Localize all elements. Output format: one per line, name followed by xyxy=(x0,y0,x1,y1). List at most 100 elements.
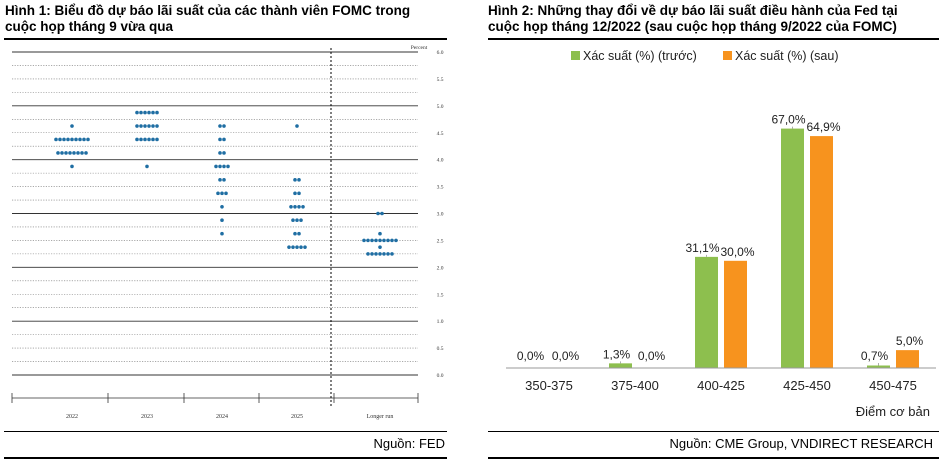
fomc-dot xyxy=(297,231,301,236)
fomc-dot xyxy=(390,252,394,256)
bar-before xyxy=(695,256,718,368)
fomc-dot xyxy=(72,151,76,155)
fomc-dot xyxy=(222,178,226,182)
fomc-dot xyxy=(70,164,74,169)
data-label: 30,0% xyxy=(720,245,754,259)
fomc-dot xyxy=(297,178,301,182)
fomc-dot xyxy=(380,211,384,216)
fomc-dot xyxy=(222,164,226,169)
fomc-dot xyxy=(293,204,297,209)
data-label: 0,0% xyxy=(517,349,545,363)
fomc-dot xyxy=(366,238,370,243)
fomc-dot xyxy=(76,151,80,155)
fomc-dot xyxy=(291,218,295,223)
fomc-dot xyxy=(376,211,380,216)
fomc-dot xyxy=(66,137,70,142)
bar-chart-title: Hình 2: Những thay đổi về dự báo lãi suấ… xyxy=(488,3,898,35)
bar-after xyxy=(896,350,919,368)
x-tick-label: 375-400 xyxy=(611,378,659,393)
fomc-dot xyxy=(54,137,58,142)
fomc-dot xyxy=(295,218,299,223)
fomc-dot xyxy=(82,137,86,142)
fomc-dot xyxy=(70,137,74,142)
legend-swatch xyxy=(723,51,732,60)
fomc-dot xyxy=(60,151,64,155)
bar-before xyxy=(867,365,890,368)
x-tick-label: 2025 xyxy=(291,414,303,420)
y-tick-label: 6.0 xyxy=(437,50,444,56)
fomc-dot xyxy=(394,238,398,243)
fomc-dot xyxy=(289,204,293,209)
fomc-dot xyxy=(78,137,82,142)
fomc-dot xyxy=(303,245,307,249)
x-tick-label: 2024 xyxy=(216,414,228,420)
legend-label: Xác suất (%) (sau) xyxy=(735,49,839,63)
fomc-dot xyxy=(155,110,159,115)
y-tick-label: 5.0 xyxy=(437,104,444,110)
fomc-dot xyxy=(293,231,297,236)
fomc-dot xyxy=(293,178,297,182)
y-tick-label: 3.0 xyxy=(437,212,444,218)
dot-plot-chart: 0.0 0.5 1.0 1.5 2.0 2.5 3.0 3.5 4.0 4.5 5.0 5.5 6.0 P… xyxy=(11,45,444,420)
data-label: 5,0% xyxy=(896,334,924,348)
dot-plot-title: Hình 1: Biểu đồ dự báo lãi suất của các … xyxy=(5,3,410,35)
x-tick-label: Longer run xyxy=(367,414,394,420)
source-divider xyxy=(488,431,939,432)
fomc-dot xyxy=(366,252,370,256)
fomc-dot xyxy=(222,137,226,142)
fomc-dot xyxy=(139,137,143,142)
fomc-dot xyxy=(151,137,155,142)
fomc-dot xyxy=(295,245,299,249)
data-label: 67,0% xyxy=(771,113,805,127)
fomc-dot xyxy=(297,204,301,209)
fomc-dot xyxy=(374,252,378,256)
fomc-dot xyxy=(226,164,230,169)
data-label: 31,1% xyxy=(685,241,719,255)
fomc-dot xyxy=(147,137,151,142)
data-label: 0,0% xyxy=(638,349,666,363)
fomc-dot xyxy=(155,124,159,128)
y-tick-label: 1.5 xyxy=(437,292,444,298)
fomc-dot xyxy=(374,238,378,243)
fomc-dot xyxy=(378,231,382,236)
fomc-dot xyxy=(147,110,151,115)
dot-plot-panel: Hình 1: Biểu đồ dự báo lãi suất của các … xyxy=(0,0,449,467)
dot-plot-source: Nguồn: FED xyxy=(373,436,445,451)
probability-bar-chart: Xác suất (%) (trước) Xác suất (%) (sau) 0,… xyxy=(506,49,936,419)
fomc-dot xyxy=(222,124,226,128)
dot-plot-title-line2: cuộc họp tháng 9 vừa qua xyxy=(5,19,174,34)
data-label: 0,7% xyxy=(861,349,889,363)
fomc-dot xyxy=(218,151,222,155)
fomc-dot xyxy=(222,151,226,155)
fomc-dot xyxy=(86,137,90,142)
bar-chart-source: Nguồn: CME Group, VNDIRECT RESEARCH xyxy=(669,436,933,451)
fomc-dot xyxy=(70,124,74,128)
fomc-dot xyxy=(218,164,222,169)
fomc-dot xyxy=(224,191,228,196)
fomc-dot xyxy=(143,137,147,142)
bar-after xyxy=(810,136,833,368)
fomc-dot xyxy=(64,151,68,155)
fomc-dot xyxy=(220,231,224,236)
x-axis-title: Điểm cơ bản xyxy=(856,404,930,419)
fomc-dot xyxy=(147,124,151,128)
fomc-dot xyxy=(220,218,224,223)
fomc-dot xyxy=(386,252,390,256)
bar-before xyxy=(609,363,632,368)
bar-after xyxy=(724,260,747,368)
x-tick-label: 2022 xyxy=(66,414,78,420)
x-tick-label: 2023 xyxy=(141,414,153,420)
y-tick-label: 3.5 xyxy=(437,185,444,191)
x-tick-label: 400-425 xyxy=(697,378,745,393)
legend-label: Xác suất (%) (trước) xyxy=(583,49,697,63)
fomc-dot xyxy=(135,137,139,142)
fomc-dot xyxy=(220,191,224,196)
y-tick-label: 5.5 xyxy=(437,77,444,83)
fomc-dot xyxy=(218,124,222,128)
fomc-dot xyxy=(139,124,143,128)
fomc-dot xyxy=(220,204,224,209)
y-tick-label: 1.0 xyxy=(437,319,444,325)
bottom-rule xyxy=(488,457,939,459)
fomc-dot xyxy=(378,245,382,249)
fomc-dot xyxy=(301,204,305,209)
